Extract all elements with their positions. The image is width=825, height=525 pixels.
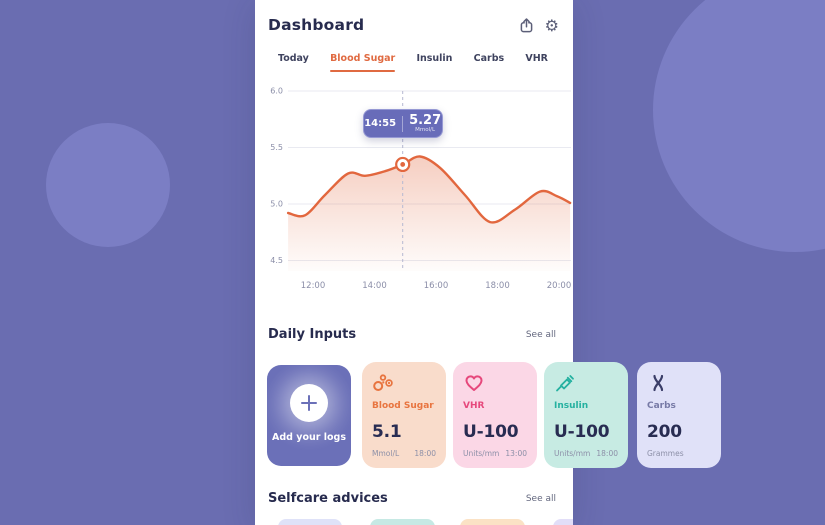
blood-sugar-chart[interactable]: 6.0 5.5 5.0 4.5 12:00 14:00 16:00 18:00 20:0… <box>255 85 573 297</box>
card-value: 5.1 <box>372 422 402 442</box>
chart-canvas[interactable]: 6.0 5.5 5.0 4.5 12:00 14:00 16:00 18:00 20:0… <box>255 85 573 297</box>
card-time: 13:00 <box>505 449 527 458</box>
add-logs-card[interactable]: Add your logs <box>267 365 351 466</box>
card-label: VHR <box>463 401 485 411</box>
tab-today[interactable]: Today <box>278 53 309 64</box>
tab-carbs[interactable]: Carbs <box>473 53 505 64</box>
card-carbs[interactable]: Carbs 200 Grammes <box>637 362 721 468</box>
card-value: 200 <box>647 422 682 442</box>
daily-inputs-see-all[interactable]: See all <box>525 329 556 340</box>
card-time: 18:00 <box>596 449 618 458</box>
selfcare-header: Selfcare advices See all <box>268 491 556 506</box>
selfcare-see-all[interactable]: See all <box>525 493 556 504</box>
share-icon[interactable] <box>518 17 535 34</box>
selfcare-card[interactable] <box>370 519 435 525</box>
tab-blood-sugar[interactable]: Blood Sugar <box>330 53 395 72</box>
card-value: U-100 <box>463 422 519 442</box>
tab-bar: Today Blood Sugar Insulin Carbs VHR <box>255 53 573 72</box>
syringe-icon <box>556 375 574 392</box>
page-title: Dashboard <box>268 16 365 34</box>
add-logs-label: Add your logs <box>272 432 346 443</box>
svg-text:5.0: 5.0 <box>270 200 283 209</box>
svg-text:14:00: 14:00 <box>362 281 387 291</box>
svg-text:5.5: 5.5 <box>270 143 283 152</box>
selfcare-cards-preview <box>255 519 573 525</box>
selfcare-card[interactable] <box>460 519 525 525</box>
card-time: 18:00 <box>414 449 436 458</box>
gear-icon[interactable]: ⚙ <box>544 15 559 35</box>
tooltip-unit: Mmol/L <box>415 126 436 133</box>
card-vhr[interactable]: VHR U-100 Units/mm 13:00 <box>453 362 537 468</box>
molecules-icon <box>373 374 393 391</box>
card-unit: Mmol/L <box>372 449 400 458</box>
app-header: Dashboard ⚙ <box>268 14 559 36</box>
tooltip-divider <box>402 115 404 132</box>
selfcare-title: Selfcare advices <box>268 491 388 506</box>
svg-text:4.5: 4.5 <box>270 256 283 265</box>
card-unit: Grammes <box>647 449 684 458</box>
card-unit: Units/mm <box>554 449 591 458</box>
selfcare-card[interactable] <box>553 519 573 525</box>
header-actions: ⚙ <box>518 17 559 34</box>
chart-tooltip: 14:55 5.27 Mmol/L <box>362 109 443 138</box>
daily-inputs-title: Daily Inputs <box>268 327 357 342</box>
app-panel: Dashboard ⚙ Today Blood Sugar Insulin Ca… <box>255 0 721 525</box>
card-value: U-100 <box>554 422 610 442</box>
svg-text:12:00: 12:00 <box>301 281 326 291</box>
daily-inputs-header: Daily Inputs See all <box>268 327 556 342</box>
decor-circle-left <box>46 123 170 247</box>
card-label: Blood Sugar <box>372 401 434 411</box>
card-unit: Units/mm <box>463 449 500 458</box>
card-label: Insulin <box>554 401 589 411</box>
svg-text:6.0: 6.0 <box>270 87 283 96</box>
card-insulin[interactable]: Insulin U-100 Units/mm 18:00 <box>544 362 628 468</box>
tooltip-value: 5.27 <box>409 112 442 128</box>
plus-button[interactable] <box>290 384 328 422</box>
svg-text:16:00: 16:00 <box>424 281 449 291</box>
tab-vhr[interactable]: VHR <box>525 53 548 64</box>
plus-icon <box>301 395 317 411</box>
card-blood-sugar[interactable]: Blood Sugar 5.1 Mmol/L 18:00 <box>362 362 446 468</box>
heart-icon <box>465 375 483 391</box>
selfcare-card[interactable] <box>278 519 342 525</box>
tooltip-time: 14:55 <box>364 118 397 129</box>
svg-text:20:00: 20:00 <box>547 281 572 291</box>
decor-circle-right <box>653 0 825 252</box>
svg-text:18:00: 18:00 <box>485 281 510 291</box>
tab-insulin[interactable]: Insulin <box>416 53 453 64</box>
chromosome-icon <box>653 374 664 392</box>
card-label: Carbs <box>647 401 676 411</box>
